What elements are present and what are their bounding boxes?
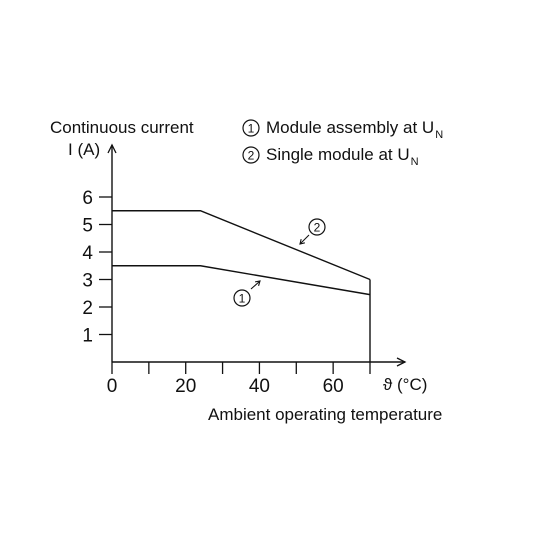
y-tick-label: 4 — [82, 243, 93, 264]
x-tick-label: 0 — [107, 376, 118, 397]
legend-label-subscript: N — [411, 156, 419, 168]
legend-marker-number: 1 — [248, 122, 255, 136]
annotation-2-arrow-line — [299, 234, 310, 245]
legend-marker-number: 2 — [248, 149, 255, 163]
axes — [107, 143, 407, 367]
legend-label-subscript: N — [435, 129, 443, 141]
annotation-2-circle — [308, 218, 326, 236]
y-tick-label: 3 — [82, 271, 93, 292]
annotation-1-arrow-line — [250, 280, 261, 290]
series-layer — [112, 210, 371, 362]
x-tick-label: 60 — [323, 376, 344, 397]
y-axis-arrowhead — [107, 143, 117, 154]
x-tick-label: 20 — [175, 376, 196, 397]
annotation-2-number: 2 — [314, 221, 321, 235]
curve-annotations: 21 — [233, 218, 326, 307]
annotation-1-arrow-head — [254, 280, 261, 286]
y-tick-label: 6 — [82, 188, 93, 209]
annotation-2-arrow-head — [299, 239, 305, 245]
legend-label: Single module at U — [266, 145, 410, 164]
series-line-1 — [112, 265, 371, 296]
y-axis-label-line2: I (A) — [68, 140, 100, 159]
annotation-1-number: 1 — [239, 292, 246, 306]
series-line-2 — [112, 210, 371, 281]
annotation-1-circle — [233, 289, 251, 307]
y-axis-label-line1: Continuous current — [50, 118, 194, 137]
legend-marker-1 — [242, 119, 260, 137]
y-tick-label: 5 — [82, 216, 93, 237]
y-tick-label: 1 — [82, 326, 93, 347]
y-tick-label: 2 — [82, 298, 93, 319]
legend-label: Module assembly at U — [266, 118, 434, 137]
x-axis-arrowhead — [396, 357, 407, 367]
x-axis-label: Ambient operating temperature — [208, 405, 442, 424]
legend-marker-2 — [242, 146, 260, 164]
x-axis-symbol-label: ϑ (°C) — [383, 375, 427, 394]
legend: 1 Module assembly at U N2 Single module at … — [242, 118, 443, 168]
axis-ticks: 0 20 40 60 1 2 3 4 5 6 — [82, 188, 371, 397]
x-tick-label: 40 — [249, 376, 270, 397]
